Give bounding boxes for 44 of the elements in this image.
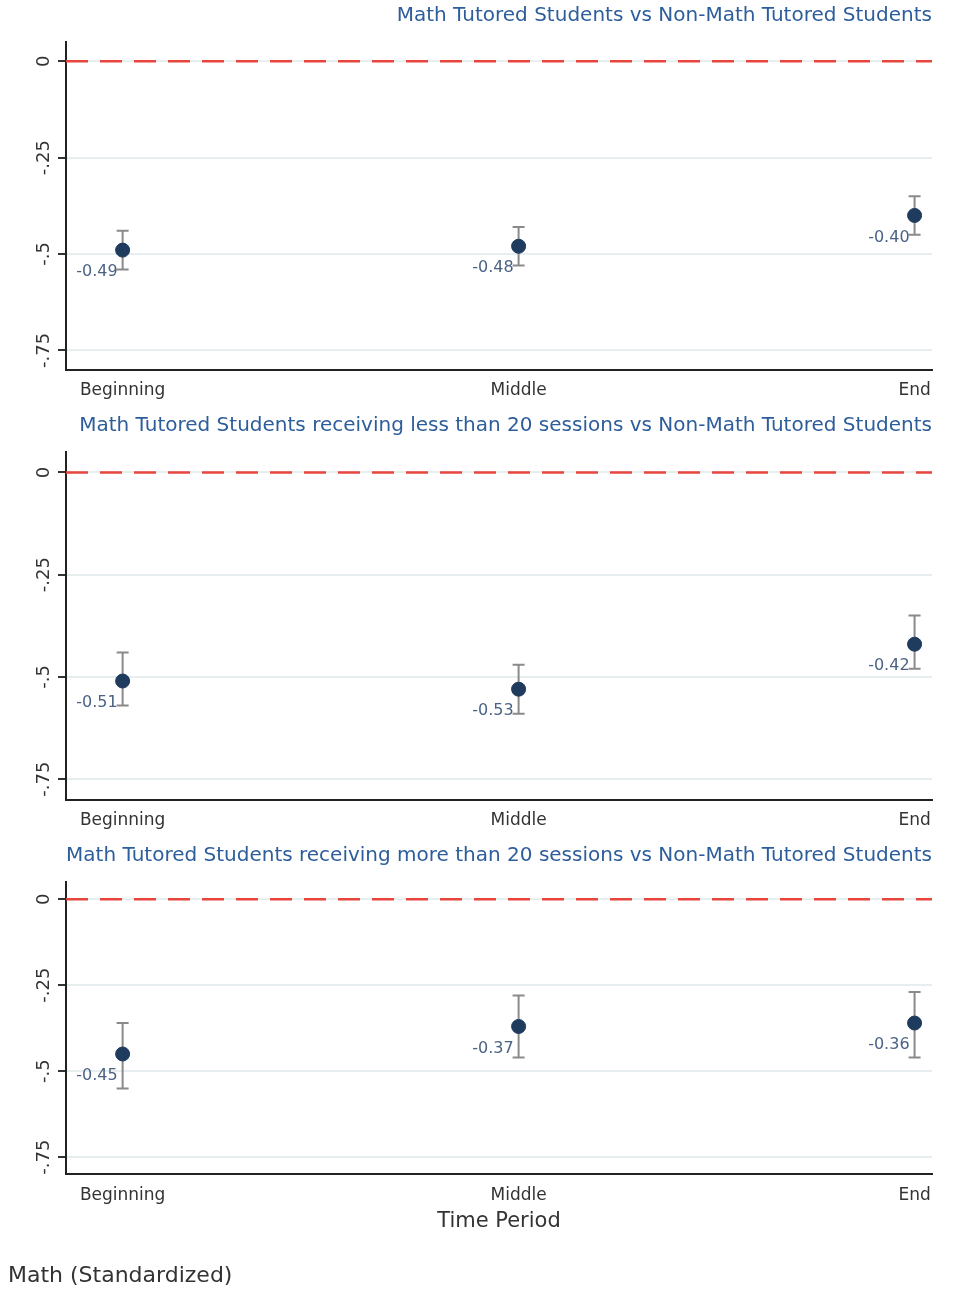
data-label: -0.49: [76, 261, 118, 281]
data-label: -0.51: [76, 692, 118, 712]
y-tick-label: -.25: [31, 140, 53, 176]
y-tick-label: -.25: [31, 557, 53, 593]
point: [907, 207, 923, 223]
y-tick-label: -.75: [31, 332, 53, 368]
text: Math (Standardized): [7, 1262, 234, 1287]
y-tick-label: -.75: [31, 1139, 53, 1175]
y-tick-label: -.25: [31, 967, 53, 1003]
x-tick-label: Middle: [490, 1184, 547, 1205]
point: [115, 242, 131, 258]
y-tick-label: -.5: [31, 1059, 53, 1084]
data-label: -0.45: [76, 1065, 118, 1085]
y-tick-label: 0: [31, 893, 53, 905]
x-tick-label: Beginning: [79, 379, 166, 400]
y-tick-label: -.75: [31, 761, 53, 797]
x-tick-label: End: [898, 1184, 931, 1205]
point: [115, 673, 131, 689]
point: [115, 1046, 131, 1062]
x-axis-title: Time Period: [436, 1207, 561, 1232]
point: [907, 636, 923, 652]
data-label: -0.42: [868, 655, 910, 675]
x-tick-label: Middle: [490, 809, 547, 830]
point: [511, 1018, 527, 1034]
point: [907, 1015, 923, 1031]
data-label: -0.48: [472, 257, 514, 277]
data-label: -0.53: [472, 700, 514, 720]
x-tick-label: End: [898, 379, 931, 400]
x-tick-label: End: [898, 809, 931, 830]
chart-title: Math Tutored Students receiving less than 20 sessions vs Non-Math Tutored Students: [79, 412, 932, 437]
x-tick-label: Beginning: [79, 1184, 166, 1205]
data-label: -0.37: [472, 1037, 514, 1057]
data-label: -0.36: [868, 1034, 910, 1054]
chart-title: Math Tutored Students vs Non-Math Tutored Students: [396, 2, 932, 27]
point: [511, 681, 527, 697]
y-tick-label: -.5: [31, 665, 53, 689]
y-tick-label: -.5: [31, 242, 53, 266]
data-label: -0.40: [868, 226, 910, 246]
y-tick-label: 0: [31, 55, 53, 67]
x-tick-label: Beginning: [79, 809, 166, 830]
y-tick-label: 0: [31, 466, 53, 479]
chart-title: Math Tutored Students receiving more than 20 sessions vs Non-Math Tutored Students: [66, 842, 932, 867]
x-tick-label: Middle: [490, 379, 547, 400]
point: [511, 238, 527, 254]
